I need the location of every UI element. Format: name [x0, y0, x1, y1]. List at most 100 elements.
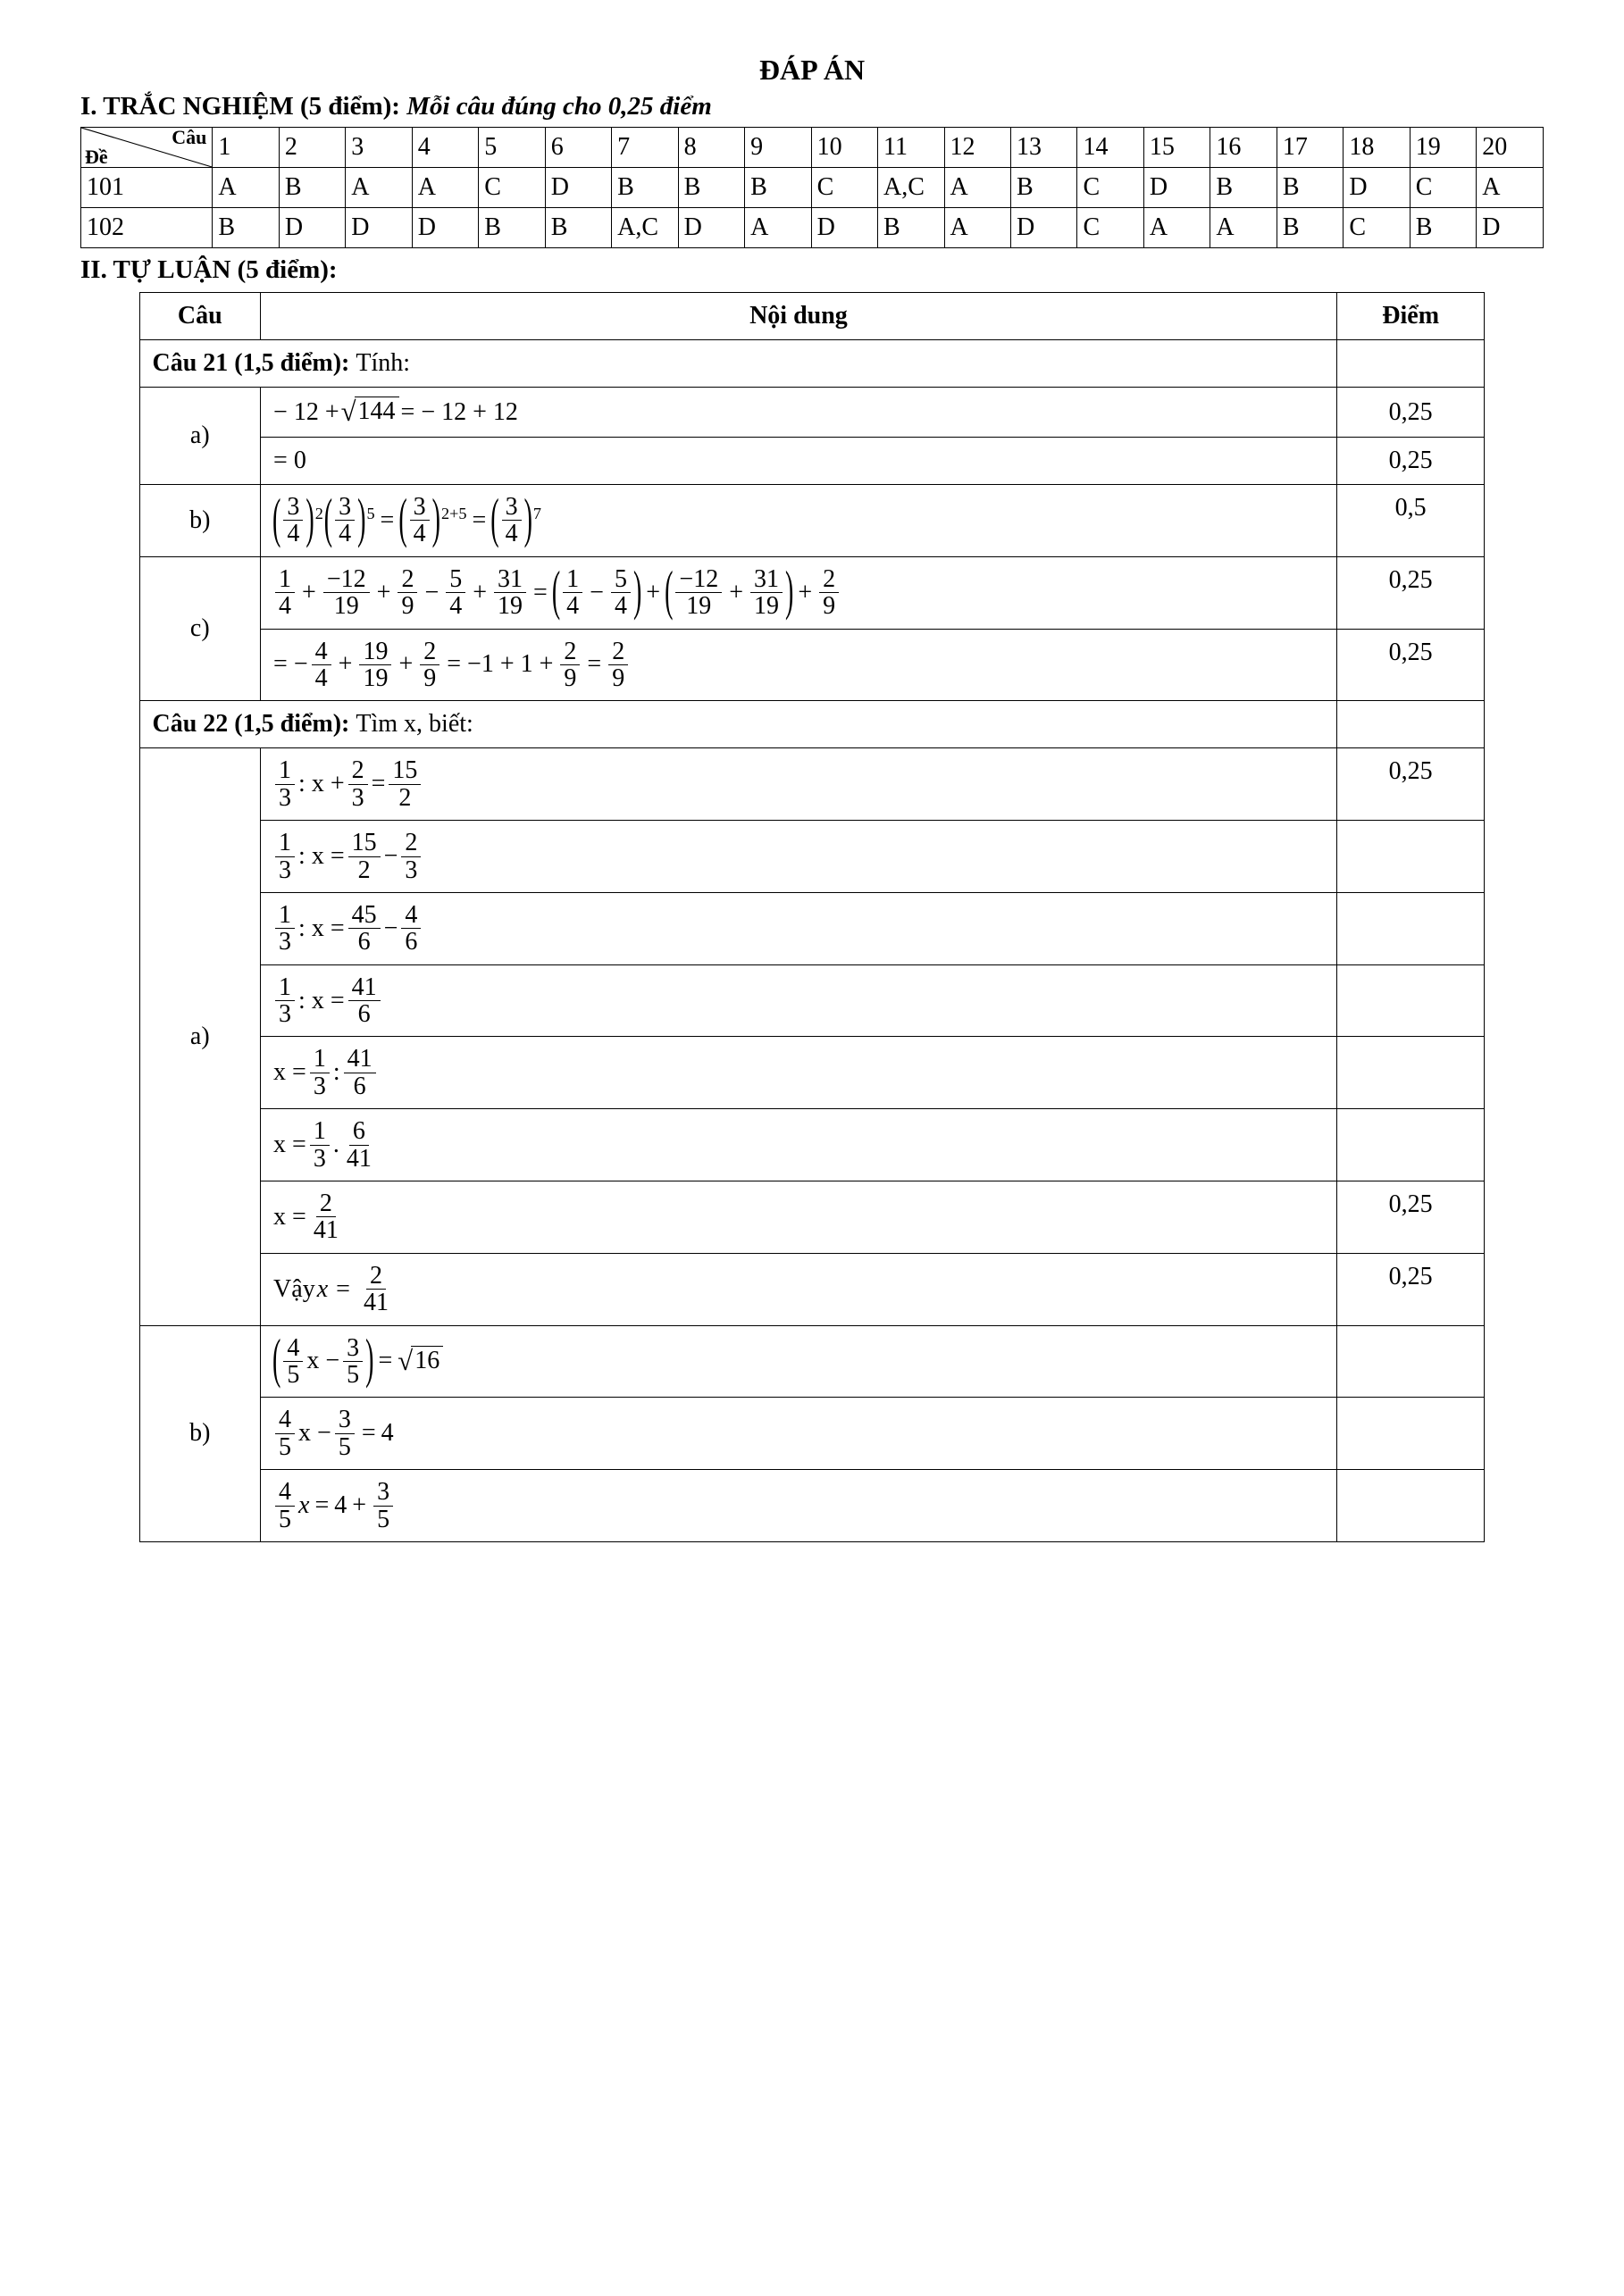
mc-cell: A	[412, 168, 478, 208]
mc-cell: A	[745, 208, 811, 248]
q22b-row1: b) ( 45x − 35 ) = 16	[139, 1325, 1485, 1398]
mc-cell: D	[412, 208, 478, 248]
q22a-row3: 13 : x = 456 − 46	[139, 892, 1485, 964]
mc-cell: A	[213, 168, 279, 208]
q22b-pt1	[1336, 1325, 1485, 1398]
mc-cell: D	[1143, 168, 1210, 208]
section1-heading-italic: Mỗi câu đúng cho 0,25 điểm	[406, 92, 712, 121]
mc-cell: B	[1277, 168, 1343, 208]
mc-col: 7	[612, 128, 678, 168]
q21-title: Câu 21 (1,5 điểm): Tính:	[139, 340, 1336, 388]
mc-cell: A	[1477, 168, 1544, 208]
mc-cell: A	[944, 208, 1010, 248]
q22-title-rest: Tìm x, biết:	[356, 710, 473, 738]
q21b-content: (34)2 (34)5 = (34)2+5 = (34)7	[261, 485, 1337, 557]
mc-cell: B	[279, 168, 345, 208]
q21-title-rest: Tính:	[356, 349, 410, 377]
mc-cell: B	[213, 208, 279, 248]
q21c-line2: = −44+ 1919+ 29 = −1 + 1 + 29 = 29	[261, 629, 1337, 701]
mc-header-row: Câu Đề 1 2 3 4 5 6 7 8 9 10 11 12 13 14 …	[81, 128, 1544, 168]
mc-row-102: 102 B D D D B B A,C D A D B A D C A A B …	[81, 208, 1544, 248]
q21c-row2: = −44+ 1919+ 29 = −1 + 1 + 29 = 29 0,25	[139, 629, 1485, 701]
mc-cell: B	[745, 168, 811, 208]
mc-col: 11	[878, 128, 944, 168]
q21b-label: b)	[139, 485, 261, 557]
q21c-pt1: 0,25	[1336, 556, 1485, 629]
mc-cell: A	[1210, 208, 1277, 248]
q22a-row1: a) 13 : x + 23 = 152 0,25	[139, 748, 1485, 821]
essay-col-noidung: Nội dung	[261, 293, 1337, 340]
mc-cell: C	[811, 168, 877, 208]
q21a-label: a)	[139, 388, 261, 485]
essay-col-cau: Câu	[139, 293, 261, 340]
q22-title: Câu 22 (1,5 điểm): Tìm x, biết:	[139, 701, 1336, 748]
section1-heading: I. TRẮC NGHIỆM (5 điểm): Mỗi câu đúng ch…	[80, 92, 1544, 121]
mc-cell: A,C	[612, 208, 678, 248]
essay-table: Câu Nội dung Điểm Câu 21 (1,5 điểm): Tín…	[139, 292, 1486, 1542]
section1-heading-prefix: I. TRẮC NGHIỆM (5 điểm):	[80, 92, 406, 121]
q22a-row2: 13 : x = 152 − 23	[139, 821, 1485, 893]
q21b-row: b) (34)2 (34)5 = (34)2+5 = (34)7 0,5	[139, 485, 1485, 557]
mc-col: 4	[412, 128, 478, 168]
q21a-line1: − 12 + 144 = − 12 + 12	[261, 388, 1337, 438]
q21b-pt: 0,5	[1336, 485, 1485, 557]
mc-cell: A	[346, 168, 412, 208]
mc-cell: B	[545, 208, 611, 248]
mc-cell: B	[878, 208, 944, 248]
q22a-pt5	[1336, 1037, 1485, 1109]
mc-cell: A,C	[878, 168, 944, 208]
mc-corner-top: Câu	[172, 126, 206, 149]
q21c-row1: c) 14+ −1219+ 29− 54+ 3119 = ( 14− 54 )+…	[139, 556, 1485, 629]
mc-col: 16	[1210, 128, 1277, 168]
q22a-pt1: 0,25	[1336, 748, 1485, 821]
mc-cell: D	[1344, 168, 1410, 208]
q22-title-points	[1336, 701, 1485, 748]
q22-title-row: Câu 22 (1,5 điểm): Tìm x, biết:	[139, 701, 1485, 748]
mc-cell: D	[1010, 208, 1076, 248]
mc-col: 2	[279, 128, 345, 168]
q21a-line2: = 0	[261, 438, 1337, 485]
mc-row-101: 101 A B A A C D B B B C A,C A B C D B B …	[81, 168, 1544, 208]
q21-title-row: Câu 21 (1,5 điểm): Tính:	[139, 340, 1485, 388]
q21a-row1: a) − 12 + 144 = − 12 + 12 0,25	[139, 388, 1485, 438]
mc-cell: D	[678, 208, 744, 248]
q22a-row4: 13 : x = 416	[139, 964, 1485, 1037]
mc-cell: D	[279, 208, 345, 248]
q21a-pt1: 0,25	[1336, 388, 1485, 438]
q22b-label: b)	[139, 1325, 261, 1541]
mc-cell: D	[346, 208, 412, 248]
q21-title-points	[1336, 340, 1485, 388]
mc-answer-table: Câu Đề 1 2 3 4 5 6 7 8 9 10 11 12 13 14 …	[80, 127, 1544, 248]
q22-title-bold: Câu 22 (1,5 điểm):	[153, 710, 356, 738]
q21a-pt2: 0,25	[1336, 438, 1485, 485]
q22a-pt2	[1336, 821, 1485, 893]
q22a-row6: x = 13 . 641	[139, 1109, 1485, 1181]
mc-row-label: 101	[81, 168, 213, 208]
q22a-pt3	[1336, 892, 1485, 964]
q22a-pt6	[1336, 1109, 1485, 1181]
q21a-row2: = 0 0,25	[139, 438, 1485, 485]
q22b-l3: 45x =4+ 35	[261, 1470, 1337, 1542]
mc-cell: D	[811, 208, 877, 248]
q22a-l4: 13 : x = 416	[261, 964, 1337, 1037]
mc-col: 8	[678, 128, 744, 168]
mc-cell: B	[479, 208, 545, 248]
q22a-l2: 13 : x = 152 − 23	[261, 821, 1337, 893]
q22a-l5: x = 13 : 416	[261, 1037, 1337, 1109]
mc-cell: C	[1410, 168, 1476, 208]
q21c-pt2: 0,25	[1336, 629, 1485, 701]
mc-col: 10	[811, 128, 877, 168]
q22a-l8: Vậy x = 241	[261, 1253, 1337, 1325]
page-title: ĐÁP ÁN	[80, 54, 1544, 87]
mc-corner-cell: Câu Đề	[81, 128, 213, 168]
q22a-pt8: 0,25	[1336, 1253, 1485, 1325]
mc-col: 5	[479, 128, 545, 168]
mc-col: 6	[545, 128, 611, 168]
q22a-l7: x = 241	[261, 1181, 1337, 1254]
q21c-line1: 14+ −1219+ 29− 54+ 3119 = ( 14− 54 )+ ( …	[261, 556, 1337, 629]
mc-col: 18	[1344, 128, 1410, 168]
mc-col: 14	[1077, 128, 1143, 168]
essay-col-diem: Điểm	[1336, 293, 1485, 340]
mc-col: 15	[1143, 128, 1210, 168]
q22a-row8: Vậy x = 241 0,25	[139, 1253, 1485, 1325]
